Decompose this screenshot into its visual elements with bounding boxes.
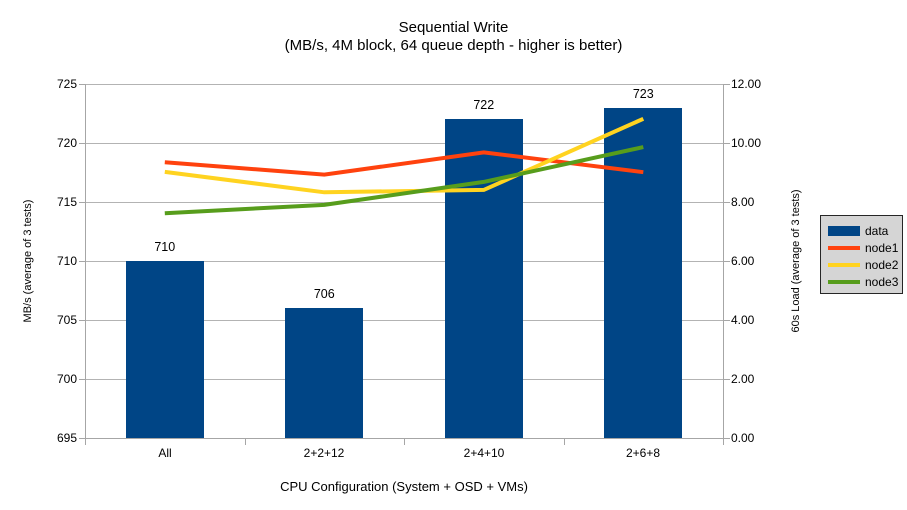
right-axis-tick-label: 8.00 [731,195,755,209]
right-axis-tickmark [723,143,730,144]
left-axis-tick-label: 725 [56,77,77,91]
left-axis-tick-label: 710 [56,254,77,268]
legend-label: node3 [865,274,899,289]
x-axis-category-label: 2+6+8 [625,446,661,460]
gridline [85,202,723,203]
x-axis-category-label: 2+4+10 [463,446,505,460]
left-axis-tickmark [79,320,85,321]
bar-data [604,107,683,438]
right-axis-title: 60s Load (average of 3 tests) [790,189,802,333]
bar-data [125,261,204,438]
left-axis-title: MB/s (average of 3 tests) [22,199,34,323]
left-axis-tick-label: 700 [56,372,77,386]
bar-value-label: 706 [313,287,335,302]
legend-swatch-node2 [828,262,860,267]
legend-item-node3: node3 [828,273,902,290]
right-axis-tickmark [723,84,730,85]
legend-item-node2: node2 [828,256,902,273]
x-axis-tickmark [404,438,405,445]
x-axis-category-label: All [158,446,172,460]
gridline [85,261,723,262]
left-axis-tick-label: 720 [56,136,77,150]
bar-value-label: 710 [154,240,176,254]
right-axis-tick-label: 2.00 [731,372,755,386]
left-axis-line [85,84,86,444]
gridline [85,379,723,380]
x-axis-tickmark [245,438,246,445]
gridline [85,320,723,321]
legend-swatch-node3 [828,279,860,284]
x-axis-category-label: 2+2+12 [303,446,345,460]
legend-label: data [865,223,889,238]
right-axis-tick-label: 4.00 [731,313,755,327]
right-axis-tickmark [723,379,730,380]
right-axis-tickmark [723,438,730,439]
right-axis-tick-label: 12.00 [731,77,762,91]
chart-subtitle: (MB/s, 4M block, 64 queue depth - higher… [284,37,623,54]
right-axis-tickmark [723,202,730,203]
legend: data node1 node2 node3 [820,215,903,294]
bar-value-label: 723 [632,86,654,101]
left-axis-tickmark [79,84,85,85]
line-node2 [164,116,645,195]
legend-label: node2 [865,257,899,272]
right-axis-tickmark [723,320,730,321]
gridline [85,84,723,85]
gridline [85,143,723,144]
right-axis-tickmark [723,261,730,262]
x-axis-line [85,438,724,439]
plot-area: 695 700 705 710 715 720 725 0.00 2.00 4.00 6.00 8.0… [57,77,761,460]
left-axis-tickmark [79,438,85,439]
chart-title: Sequential Write [398,19,509,36]
left-axis-tickmark [79,143,85,144]
line-node1 [164,150,644,177]
x-axis-tickmark [564,438,565,445]
legend-swatch-data [828,225,860,236]
left-axis-tickmark [79,202,85,203]
legend-label: node1 [865,240,899,255]
right-axis-line [723,84,724,444]
right-axis-tick-label: 0.00 [731,431,755,445]
right-axis-tick-label: 10.00 [731,136,762,150]
line-node3 [164,145,644,216]
right-axis-tick-label: 6.00 [731,254,755,268]
line-layer [164,116,645,216]
x-axis-title: CPU Configuration (System + OSD + VMs) [280,479,528,494]
left-axis-tick-label: 705 [56,313,77,327]
legend-swatch-node1 [828,245,860,250]
bar-value-label: 722 [473,98,495,113]
left-axis-tick-label: 695 [56,431,77,445]
bar-data [444,119,523,438]
left-axis-tickmark [79,379,85,380]
left-axis-tick-label: 715 [56,195,77,209]
legend-item-node1: node1 [828,239,902,256]
left-axis-tickmark [79,261,85,262]
legend-item-data: data [828,222,902,239]
bar-data [285,308,364,438]
